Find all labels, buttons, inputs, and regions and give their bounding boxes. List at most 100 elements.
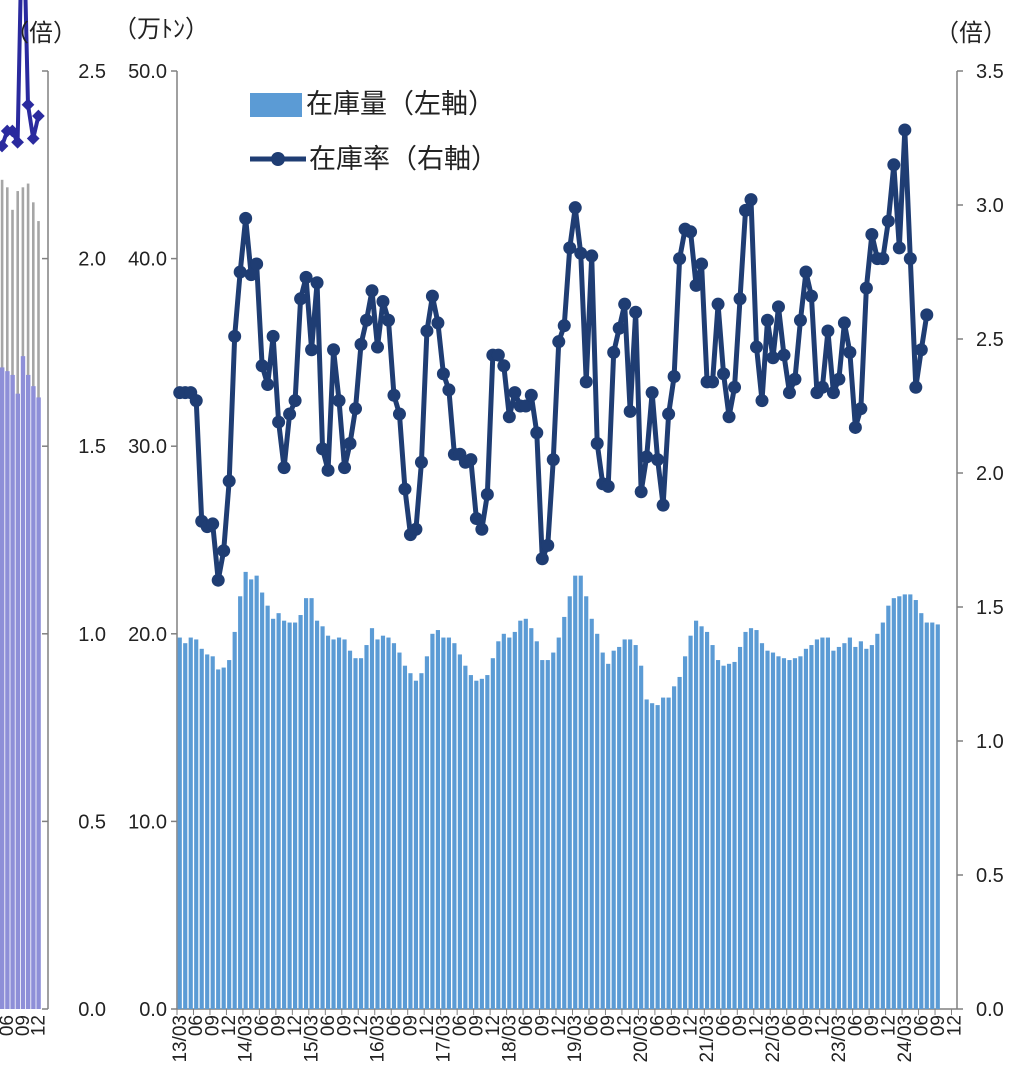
bar-124 [858, 641, 863, 1009]
line-point-68 [546, 453, 560, 467]
x-tick-label-13: 06 [384, 1015, 405, 1036]
line-point-63 [519, 399, 533, 413]
bar-34 [364, 645, 369, 1009]
bar-60 [507, 637, 512, 1009]
line-point-59 [497, 359, 511, 373]
legend: 在庫量（左軸） 在庫率（右軸） [250, 89, 498, 174]
bar-51 [457, 654, 462, 1009]
x-tick-label-21: 06 [516, 1015, 537, 1036]
line-point-105 [750, 340, 764, 354]
partial-bar-0 [0, 367, 5, 1009]
line-point-16 [261, 378, 275, 392]
bar-86 [650, 703, 655, 1009]
line-point-70 [557, 319, 571, 333]
y-left-outer-tick-label-3: 1.5 [78, 436, 106, 458]
bar-44 [419, 673, 424, 1009]
x-tick-label-12: 16/03 [367, 1015, 388, 1063]
line-point-33 [354, 337, 368, 351]
bar-116 [814, 639, 820, 1009]
y-left-inner-tick-label-2: 20.0 [128, 624, 167, 646]
line-point-53 [464, 453, 478, 467]
bar-130 [891, 598, 896, 1009]
bar-66 [540, 660, 545, 1009]
bar-99 [721, 665, 726, 1009]
line-point-95 [695, 257, 709, 271]
bar-113 [798, 656, 803, 1009]
bar-114 [803, 648, 809, 1009]
line-point-125 [859, 281, 873, 295]
bar-13 [249, 579, 254, 1009]
axes: （倍） （万ﾄﾝ） （倍） 0.0 10.0 20.0 30.0 40.0 50.0 0.0… [5, 16, 1007, 1063]
x-tick-label-23: 12 [549, 1015, 570, 1036]
x-tick-label-10: 09 [335, 1015, 356, 1036]
line-point-79 [607, 345, 621, 359]
partial-line-point-6 [26, 132, 40, 145]
bar-23 [304, 598, 309, 1009]
line-point-93 [684, 225, 698, 239]
line-point-44 [414, 455, 428, 469]
bar-68 [551, 652, 556, 1009]
bar-46 [430, 633, 435, 1009]
bar-69 [556, 637, 561, 1009]
line-point-41 [398, 482, 412, 496]
bar-137 [930, 622, 935, 1009]
bar-12 [243, 571, 248, 1009]
line-point-78 [601, 479, 615, 493]
bar-104 [748, 628, 754, 1009]
bar-119 [831, 650, 836, 1009]
bar-27 [325, 635, 331, 1009]
bar-83 [633, 645, 638, 1009]
bar-128 [880, 622, 885, 1009]
bar-108 [770, 652, 776, 1009]
line-point-123 [848, 420, 862, 434]
line-point-106 [755, 394, 769, 408]
bar-109 [776, 656, 781, 1009]
x-tick-label-1: 06 [186, 1015, 207, 1036]
x-tick-label-26: 09 [598, 1015, 619, 1036]
bar-20 [287, 622, 292, 1009]
line-point-130 [887, 158, 901, 172]
line-point-134 [909, 380, 923, 394]
bar-59 [501, 633, 506, 1009]
line-point-122 [843, 345, 857, 359]
bar-87 [655, 705, 660, 1009]
line-point-82 [623, 404, 637, 418]
bar-81 [622, 639, 627, 1009]
y-right-tick-label-4: 2.0 [976, 463, 1004, 485]
bar-9 [227, 660, 232, 1009]
x-tick-label-39: 12 [812, 1015, 833, 1036]
bar-3 [194, 639, 199, 1009]
line-point-31 [343, 437, 357, 451]
legend-label-bars: 在庫量（左軸） [306, 89, 495, 119]
bar-37 [380, 635, 386, 1009]
x-tick-label-44: 24/03 [895, 1015, 916, 1063]
bar-15 [260, 592, 265, 1009]
line-point-30 [338, 461, 352, 475]
line-point-47 [431, 316, 445, 330]
line-point-13 [244, 268, 258, 282]
line-point-7 [211, 573, 225, 587]
line-point-136 [920, 308, 934, 322]
line-point-20 [283, 407, 297, 421]
line-point-87 [651, 453, 665, 467]
line-point-120 [832, 372, 846, 386]
bar-100 [726, 663, 732, 1009]
x-tick-label-2: 09 [203, 1015, 224, 1036]
line-point-27 [321, 463, 335, 477]
line-point-129 [881, 214, 895, 228]
partial-x-tick-label-2: 12 [28, 1015, 49, 1036]
x-tick-label-0: 13/03 [170, 1015, 191, 1063]
line-point-89 [662, 407, 676, 421]
x-tick-label-38: 09 [796, 1015, 817, 1036]
bar-82 [628, 639, 633, 1009]
bar-93 [688, 635, 693, 1009]
bar-48 [441, 637, 446, 1009]
line-path [179, 127, 930, 583]
line-point-49 [442, 383, 456, 397]
line-point-121 [837, 316, 851, 330]
bar-64 [529, 628, 534, 1009]
y-right-tick-label-6: 3.0 [976, 195, 1004, 217]
line-point-99 [717, 367, 731, 381]
